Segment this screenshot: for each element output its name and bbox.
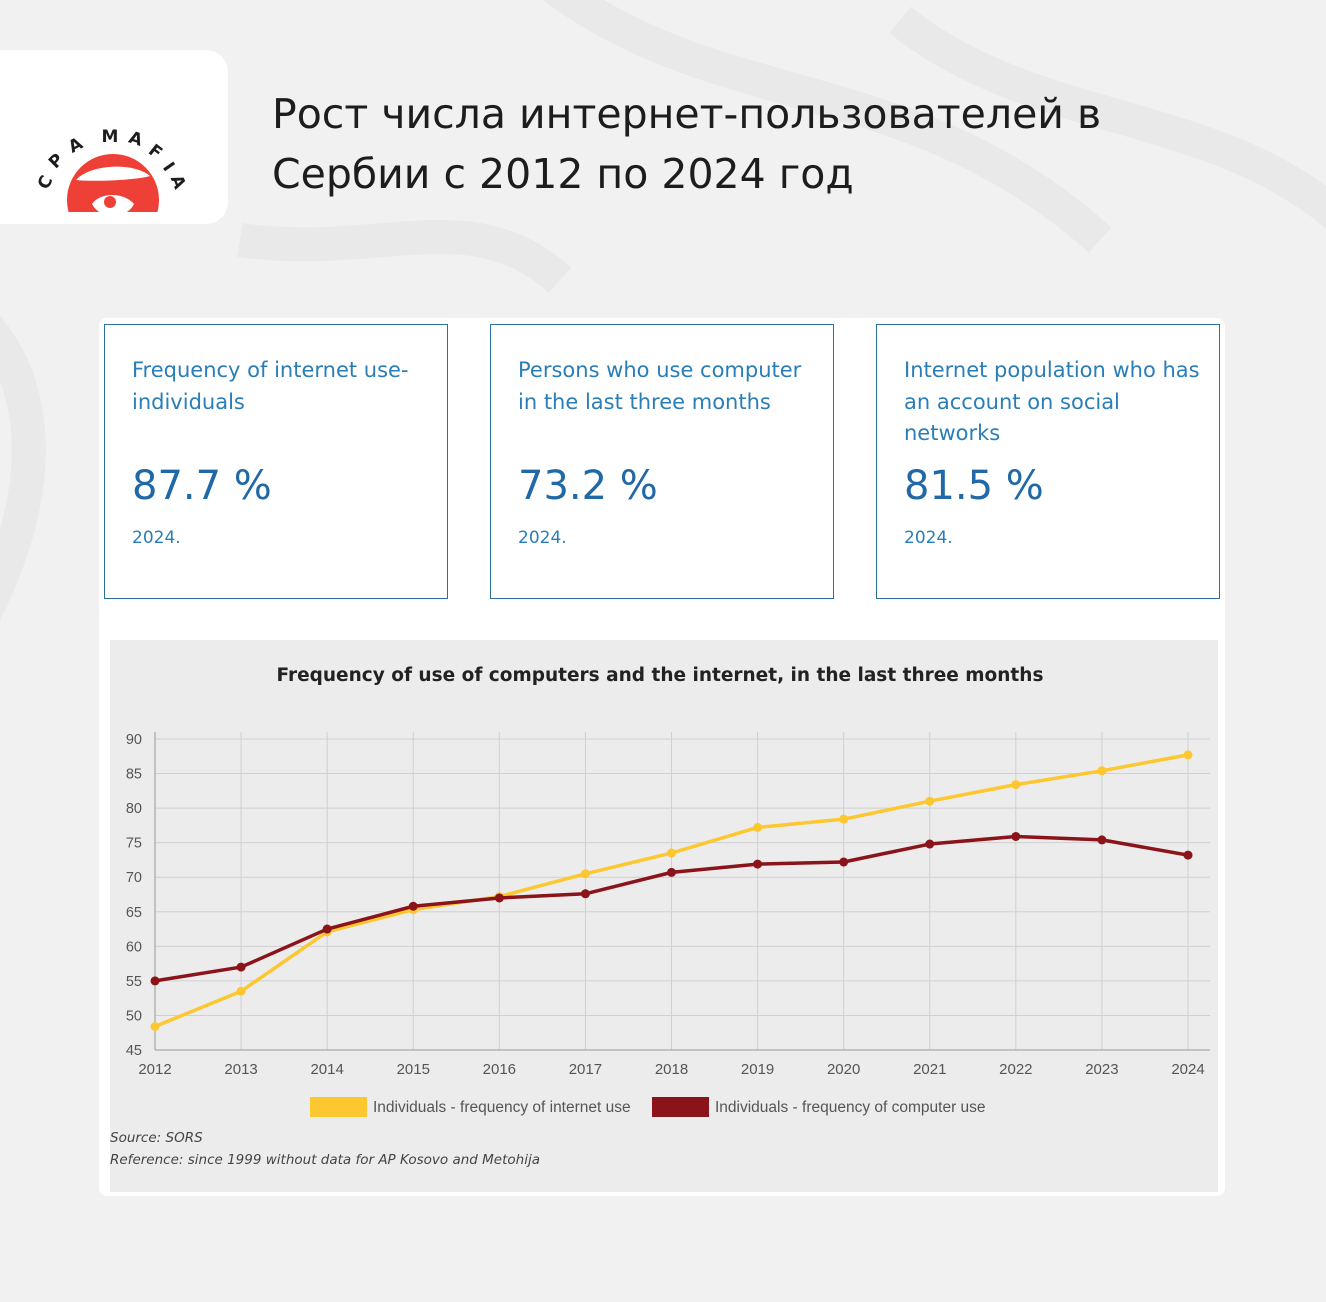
kpi-value: 87.7 % [132, 463, 272, 509]
x-tick-label: 2023 [1085, 1061, 1118, 1078]
svg-text:P: P [45, 150, 68, 173]
kpi-value: 81.5 % [904, 463, 1044, 509]
kpi-card-internet-use: Frequency of internet use- individuals 8… [104, 324, 448, 599]
data-point [667, 867, 676, 877]
data-point [1183, 750, 1193, 760]
svg-text:I: I [158, 159, 178, 176]
svg-text:M: M [102, 127, 119, 147]
data-point [494, 893, 504, 903]
x-tick-label: 2013 [224, 1061, 257, 1078]
x-tick-label: 2014 [310, 1061, 343, 1078]
y-tick-label: 55 [126, 974, 142, 990]
legend-item: Individuals - frequency of internet use [310, 1097, 631, 1117]
x-tick-label: 2016 [483, 1061, 516, 1078]
data-point [236, 962, 246, 972]
headline-line-2: Сербии с 2012 по 2024 год [272, 150, 854, 198]
data-point [1183, 850, 1193, 860]
legend-label: Individuals - frequency of internet use [373, 1099, 631, 1116]
x-tick-label: 2021 [913, 1061, 946, 1078]
x-tick-label: 2024 [1171, 1061, 1204, 1078]
kpi-year: 2024. [132, 528, 181, 548]
y-tick-label: 65 [126, 905, 142, 921]
x-tick-label: 2015 [397, 1061, 430, 1078]
data-point [925, 796, 935, 806]
x-tick-label: 2019 [741, 1061, 774, 1078]
kpi-year: 2024. [904, 528, 953, 548]
data-point [1011, 831, 1021, 841]
data-point [753, 859, 763, 869]
legend-label: Individuals - frequency of computer use [715, 1099, 986, 1116]
y-tick-label: 80 [126, 801, 142, 817]
y-tick-label: 50 [126, 1008, 142, 1024]
data-point [839, 857, 849, 867]
stats-panel: Frequency of internet use- individuals 8… [99, 318, 1225, 1196]
page-headline: Рост числа интернет-пользователей в Серб… [272, 84, 1272, 204]
series-2 [150, 831, 1193, 986]
y-tick-label: 70 [126, 870, 142, 886]
kpi-label: Frequency of internet use- individuals [132, 358, 409, 414]
data-point [1011, 780, 1021, 790]
svg-text:A: A [65, 133, 87, 157]
line-chart: Frequency of use of computers and the in… [110, 640, 1218, 1192]
data-point [150, 1022, 160, 1032]
data-point [408, 901, 418, 911]
y-tick-label: 45 [126, 1043, 142, 1059]
data-point [1097, 766, 1107, 776]
data-point [236, 986, 246, 996]
kpi-value: 73.2 % [518, 463, 658, 509]
headline-line-1: Рост числа интернет-пользователей в [272, 90, 1102, 138]
data-point [667, 848, 676, 858]
kpi-year: 2024. [518, 528, 567, 548]
legend-swatch [652, 1097, 709, 1117]
data-point [150, 976, 160, 986]
svg-text:C: C [34, 172, 58, 192]
svg-text:F: F [144, 141, 165, 164]
y-tick-label: 60 [126, 939, 142, 955]
brand-logo-card: C P A M A F I A [0, 50, 228, 224]
kpi-label: Internet population who has an account o… [904, 358, 1200, 445]
kpi-label: Persons who use computer in the last thr… [518, 358, 802, 414]
svg-text:A: A [126, 128, 145, 151]
x-tick-label: 2020 [827, 1061, 860, 1078]
data-point [925, 839, 935, 849]
x-tick-label: 2022 [999, 1061, 1032, 1078]
y-tick-label: 75 [126, 836, 142, 852]
source-note: Source: SORS [110, 1130, 203, 1146]
chart-title: Frequency of use of computers and the in… [277, 665, 1044, 686]
data-point [839, 814, 849, 824]
reference-note: Reference: since 1999 without data for A… [110, 1152, 540, 1168]
y-tick-label: 85 [126, 767, 142, 783]
cpa-mafia-logo-icon: C P A M A F I A [34, 127, 190, 212]
kpi-card-computer-use: Persons who use computer in the last thr… [490, 324, 834, 599]
data-point [753, 822, 763, 832]
svg-text:A: A [166, 172, 190, 192]
data-point [322, 924, 332, 934]
data-point [1097, 835, 1107, 845]
kpi-card-social-networks: Internet population who has an account o… [876, 324, 1220, 599]
x-tick-label: 2012 [138, 1061, 171, 1078]
x-tick-label: 2017 [569, 1061, 602, 1078]
data-point [580, 869, 590, 879]
x-tick-label: 2018 [655, 1061, 688, 1078]
data-point [580, 889, 590, 899]
legend-item: Individuals - frequency of computer use [652, 1097, 986, 1117]
chart-svg: Frequency of use of computers and the in… [126, 665, 1210, 1117]
legend-swatch [310, 1097, 367, 1117]
y-tick-label: 90 [126, 732, 142, 748]
